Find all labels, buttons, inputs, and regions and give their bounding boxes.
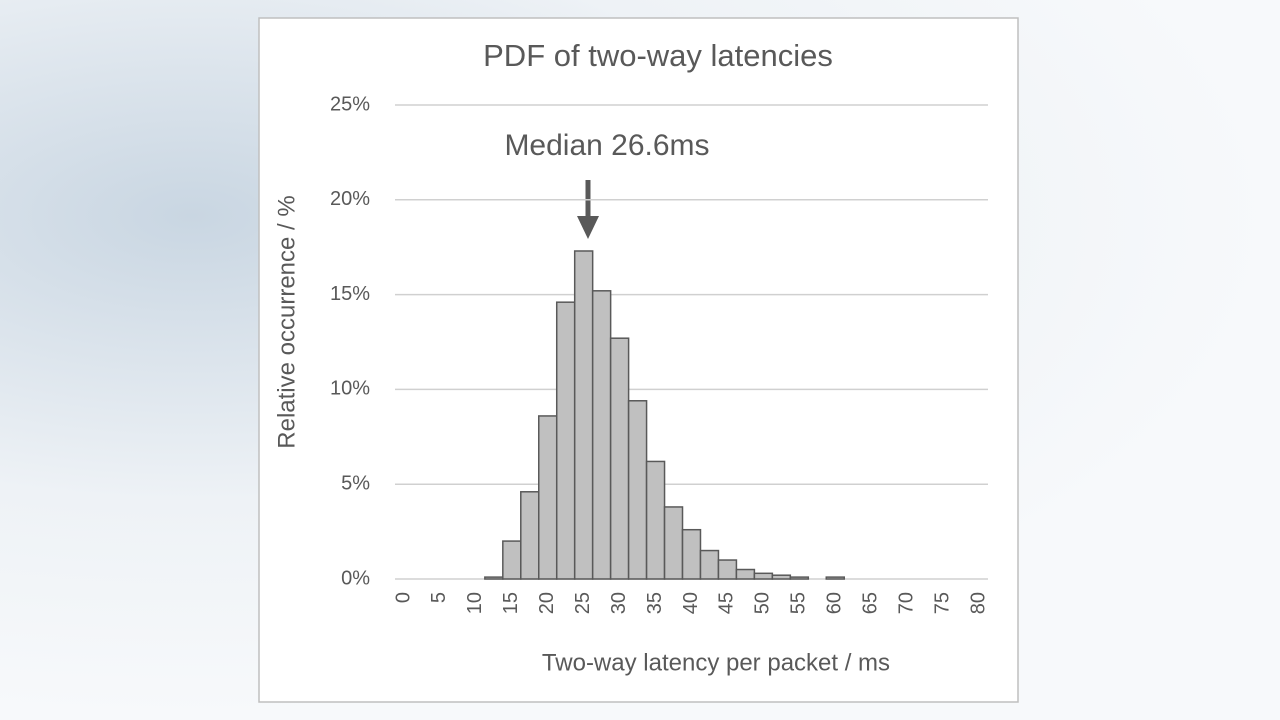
chart-title: PDF of two-way latencies (483, 38, 833, 73)
annotation: Median 26.6ms (504, 129, 709, 162)
y-axis-label: Relative occurrence / % (273, 195, 300, 448)
bar (591, 290, 612, 580)
x-tick-label: 30 (608, 592, 630, 614)
x-tick-label: 65 (859, 592, 881, 614)
bar (771, 574, 792, 580)
bar (538, 415, 558, 580)
bar (789, 576, 810, 580)
bar (717, 559, 738, 580)
y-tick-label: 0% (341, 567, 370, 589)
y-tick-label: 20% (330, 188, 370, 210)
x-tick-label: 70 (895, 592, 917, 614)
arrow-head (577, 216, 599, 239)
bar (627, 400, 648, 580)
x-tick-label: 80 (967, 592, 989, 614)
x-axis-label: Two-way latency per packet / ms (542, 649, 890, 676)
x-tick-label: 25 (572, 592, 594, 614)
x-tick-label: 75 (931, 592, 953, 614)
x-tick-label: 5 (428, 592, 450, 603)
bar (484, 576, 504, 580)
x-tick-label: 15 (500, 592, 522, 614)
x-tick-label: 10 (464, 592, 486, 614)
bar (699, 549, 720, 580)
bar (681, 528, 702, 580)
bar (573, 250, 594, 580)
bar (825, 576, 845, 580)
bar (609, 337, 630, 580)
x-tick-label: 60 (824, 592, 846, 614)
x-tick-label: 55 (788, 592, 810, 614)
y-tick-label: 10% (330, 378, 370, 400)
y-tick-label: 5% (341, 472, 370, 494)
x-tick-label: 40 (680, 592, 702, 614)
x-tick-label: 35 (644, 592, 666, 614)
bar (645, 460, 666, 580)
bar (502, 540, 522, 580)
x-tick-label: 50 (752, 592, 774, 614)
y-tick-label: 15% (330, 283, 370, 305)
bar (753, 572, 774, 580)
x-tick-label: 0 (392, 592, 414, 603)
bar (555, 301, 576, 580)
x-tick-label: 45 (716, 592, 738, 614)
chart-card (258, 17, 1019, 703)
y-tick-label: 25% (330, 93, 370, 115)
bar (735, 568, 756, 580)
x-tick-label: 20 (536, 592, 558, 614)
bar (663, 506, 684, 580)
bar (520, 491, 540, 580)
